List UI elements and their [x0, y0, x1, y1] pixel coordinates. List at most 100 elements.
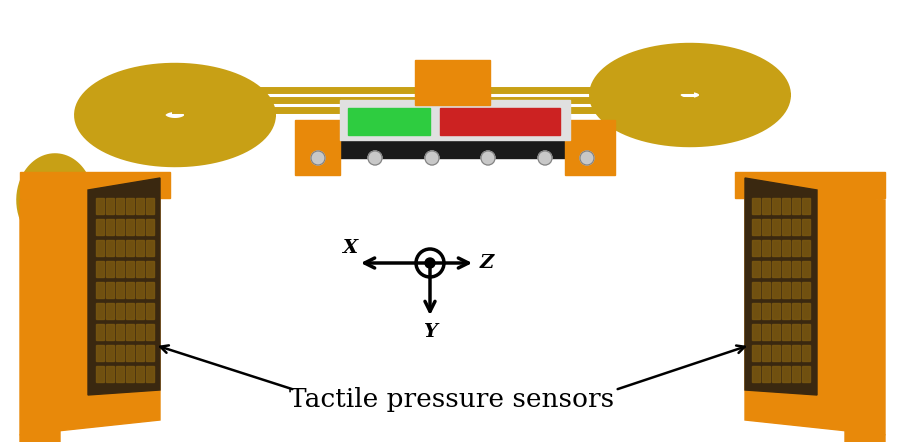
- Polygon shape: [772, 240, 780, 256]
- Polygon shape: [146, 240, 154, 256]
- Polygon shape: [802, 219, 810, 235]
- Polygon shape: [772, 366, 780, 382]
- Polygon shape: [136, 324, 144, 340]
- Polygon shape: [802, 324, 810, 340]
- Polygon shape: [792, 282, 800, 298]
- Polygon shape: [136, 345, 144, 361]
- Polygon shape: [96, 261, 104, 277]
- Text: Y: Y: [423, 323, 437, 341]
- Polygon shape: [136, 282, 144, 298]
- Circle shape: [580, 151, 594, 165]
- Circle shape: [538, 151, 552, 165]
- Polygon shape: [116, 261, 124, 277]
- Polygon shape: [752, 324, 760, 340]
- Polygon shape: [745, 178, 817, 395]
- Polygon shape: [762, 324, 770, 340]
- Polygon shape: [792, 345, 800, 361]
- Polygon shape: [106, 261, 114, 277]
- Polygon shape: [96, 345, 104, 361]
- Polygon shape: [96, 198, 104, 214]
- Polygon shape: [802, 366, 810, 382]
- Polygon shape: [565, 120, 615, 175]
- Polygon shape: [20, 420, 60, 442]
- Polygon shape: [136, 198, 144, 214]
- Text: Tactile pressure sensors: Tactile pressure sensors: [290, 388, 614, 412]
- Polygon shape: [146, 282, 154, 298]
- Polygon shape: [106, 198, 114, 214]
- Polygon shape: [136, 303, 144, 319]
- Polygon shape: [845, 420, 885, 442]
- Text: X: X: [342, 239, 357, 257]
- Polygon shape: [782, 198, 790, 214]
- Polygon shape: [762, 303, 770, 319]
- Polygon shape: [440, 108, 560, 135]
- Polygon shape: [792, 324, 800, 340]
- Polygon shape: [116, 240, 124, 256]
- Polygon shape: [782, 366, 790, 382]
- Polygon shape: [136, 366, 144, 382]
- Polygon shape: [126, 324, 134, 340]
- Polygon shape: [752, 198, 760, 214]
- Polygon shape: [802, 261, 810, 277]
- Polygon shape: [146, 366, 154, 382]
- Polygon shape: [772, 198, 780, 214]
- Polygon shape: [126, 240, 134, 256]
- Polygon shape: [340, 100, 570, 140]
- Polygon shape: [20, 172, 170, 198]
- Polygon shape: [106, 345, 114, 361]
- Polygon shape: [792, 219, 800, 235]
- Polygon shape: [782, 303, 790, 319]
- Polygon shape: [116, 303, 124, 319]
- Polygon shape: [126, 366, 134, 382]
- Polygon shape: [752, 282, 760, 298]
- Polygon shape: [415, 60, 490, 105]
- Polygon shape: [106, 324, 114, 340]
- Polygon shape: [146, 261, 154, 277]
- Polygon shape: [106, 219, 114, 235]
- Polygon shape: [792, 198, 800, 214]
- Polygon shape: [96, 366, 104, 382]
- Polygon shape: [146, 198, 154, 214]
- Polygon shape: [782, 261, 790, 277]
- Polygon shape: [782, 240, 790, 256]
- Polygon shape: [802, 240, 810, 256]
- Polygon shape: [96, 219, 104, 235]
- Polygon shape: [136, 261, 144, 277]
- Polygon shape: [772, 303, 780, 319]
- Polygon shape: [782, 324, 790, 340]
- Polygon shape: [772, 345, 780, 361]
- Text: Z: Z: [480, 254, 494, 272]
- Polygon shape: [762, 240, 770, 256]
- Polygon shape: [96, 240, 104, 256]
- Polygon shape: [295, 120, 340, 175]
- Polygon shape: [762, 282, 770, 298]
- Polygon shape: [802, 303, 810, 319]
- Polygon shape: [752, 261, 760, 277]
- Polygon shape: [782, 219, 790, 235]
- Polygon shape: [126, 282, 134, 298]
- Polygon shape: [96, 303, 104, 319]
- Polygon shape: [20, 185, 160, 435]
- Polygon shape: [106, 282, 114, 298]
- Polygon shape: [116, 324, 124, 340]
- Polygon shape: [762, 198, 770, 214]
- Polygon shape: [782, 345, 790, 361]
- Circle shape: [311, 151, 325, 165]
- Polygon shape: [106, 366, 114, 382]
- Circle shape: [425, 258, 435, 268]
- Circle shape: [368, 151, 382, 165]
- Polygon shape: [126, 219, 134, 235]
- Polygon shape: [792, 261, 800, 277]
- Polygon shape: [762, 366, 770, 382]
- Polygon shape: [116, 345, 124, 361]
- Polygon shape: [116, 198, 124, 214]
- Circle shape: [481, 151, 495, 165]
- Polygon shape: [782, 282, 790, 298]
- Polygon shape: [792, 366, 800, 382]
- Polygon shape: [792, 240, 800, 256]
- Polygon shape: [116, 282, 124, 298]
- Polygon shape: [126, 198, 134, 214]
- Polygon shape: [146, 303, 154, 319]
- Polygon shape: [762, 345, 770, 361]
- Polygon shape: [752, 366, 760, 382]
